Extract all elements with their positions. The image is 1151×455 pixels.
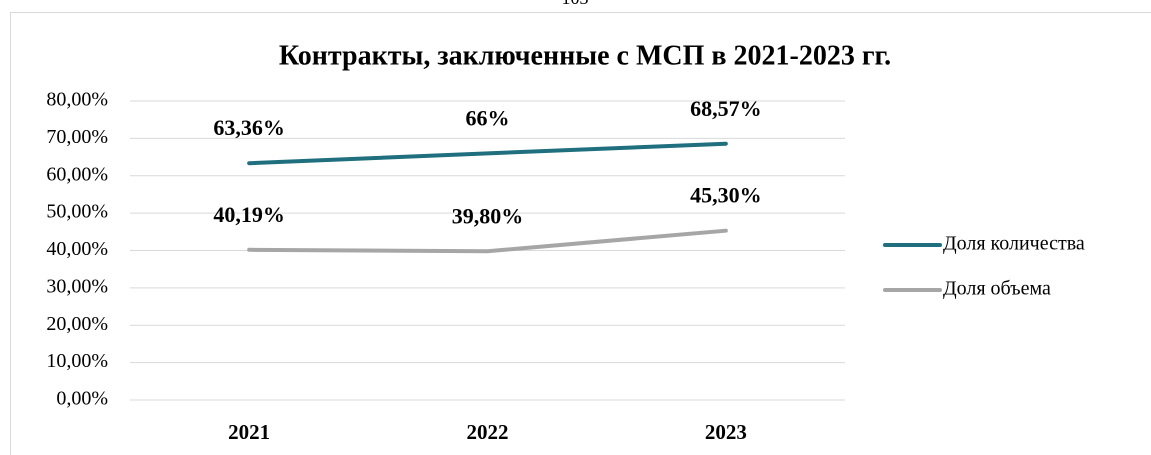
data-label: 40,19% (213, 202, 285, 227)
y-tick-label: 80,00% (46, 89, 108, 111)
data-label: 63,36% (213, 115, 285, 140)
y-tick-label: 50,00% (46, 201, 108, 223)
data-label: 66% (466, 105, 510, 130)
series-line (247, 228, 728, 254)
data-label: 68,57% (690, 96, 762, 121)
x-tick-label: 2022 (467, 420, 509, 444)
y-tick-label: 10,00% (46, 350, 108, 372)
legend-label: Доля объема (943, 278, 1051, 300)
chart-title: Контракты, заключенные с МСП в 2021-2023… (279, 40, 891, 71)
y-tick-label: 0,00% (56, 388, 108, 410)
y-tick-label: 20,00% (46, 313, 108, 335)
x-tick-label: 2021 (228, 420, 270, 444)
y-tick-label: 60,00% (46, 163, 108, 185)
y-tick-label: 70,00% (46, 126, 108, 148)
page-number: 103 (562, 0, 589, 8)
legend-label: Доля количества (943, 233, 1085, 255)
x-tick-label: 2023 (705, 420, 747, 444)
y-tick-label: 40,00% (46, 238, 108, 260)
data-label: 39,80% (452, 203, 524, 228)
data-label: 45,30% (690, 183, 762, 208)
series-line (247, 141, 728, 166)
chart-border (10, 12, 1151, 455)
y-tick-label: 30,00% (46, 275, 108, 297)
